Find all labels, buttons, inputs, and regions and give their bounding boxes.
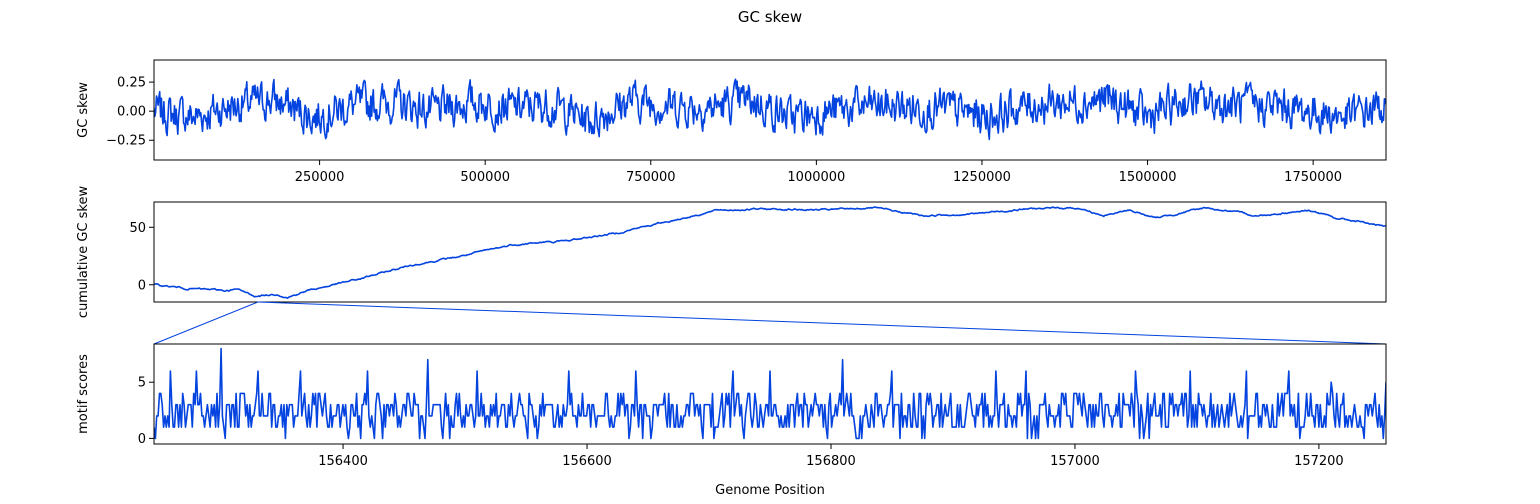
motif-axes-frame bbox=[153, 343, 1387, 445]
cumulative-y-tick-label: 0 bbox=[138, 278, 146, 293]
gc-skew-y-tick-label: 0.25 bbox=[117, 76, 146, 91]
motif-y-ticks: 05 bbox=[138, 376, 154, 447]
zoom-connector bbox=[153, 301, 1387, 345]
gc-skew-x-tick-label: 250000 bbox=[295, 170, 345, 185]
gc-skew-series-line bbox=[154, 78, 1386, 141]
gc-skew-x-tick-label: 1500000 bbox=[1119, 170, 1177, 185]
motif-series-line bbox=[154, 347, 1386, 440]
gc-skew-axes-frame bbox=[153, 59, 1387, 161]
motif-ylabel: motif scores bbox=[76, 354, 91, 434]
zoom-connector-left bbox=[153, 301, 259, 345]
cumulative-axes-frame bbox=[153, 201, 1387, 303]
cumulative-ylabel: cumulative GC skew bbox=[76, 186, 91, 319]
gc-skew-ylabel: GC skew bbox=[76, 82, 91, 138]
gc-skew-plot-area bbox=[154, 78, 1386, 141]
cumulative-y-tick-label: 50 bbox=[129, 221, 146, 236]
figure-title: GC skew bbox=[738, 8, 802, 26]
gc-skew-x-ticks: 250000 500000 750000 1000000 1250000 1500000 1… bbox=[295, 160, 1342, 185]
gc-skew-x-tick-label: 500000 bbox=[460, 170, 510, 185]
figure-xlabel: Genome Position bbox=[715, 483, 825, 498]
cumulative-plot-area bbox=[154, 206, 1386, 299]
cumulative-y-ticks: 0 50 bbox=[129, 221, 154, 293]
motif-x-tick-label: 157200 bbox=[1294, 454, 1344, 469]
motif-x-tick-label: 156600 bbox=[562, 454, 612, 469]
cumulative-series-line bbox=[154, 206, 1386, 299]
motif-x-tick-label: 156800 bbox=[806, 454, 856, 469]
gc-skew-x-tick-label: 1250000 bbox=[953, 170, 1011, 185]
zoom-connector-right bbox=[257, 301, 1387, 345]
gc-skew-y-tick-label: 0.00 bbox=[117, 105, 146, 120]
gc-skew-x-tick-label: 750000 bbox=[626, 170, 676, 185]
cumulative-gc-skew-panel: 0 50 cumulative GC skew bbox=[76, 186, 1387, 319]
gc-skew-y-ticks: −0.25 0.00 0.25 bbox=[106, 76, 154, 149]
gc-skew-x-tick-label: 1750000 bbox=[1284, 170, 1342, 185]
motif-scores-panel: 156400 156600 156800 157000 157200 05 motif … bbox=[76, 343, 1387, 469]
motif-x-tick-label: 156400 bbox=[318, 454, 368, 469]
motif-y-tick-label: 0 bbox=[138, 432, 146, 447]
gc-skew-y-tick-label: −0.25 bbox=[106, 134, 146, 149]
motif-y-tick-label: 5 bbox=[138, 376, 146, 391]
motif-plot-area bbox=[154, 347, 1386, 440]
gc-skew-panel: 250000 500000 750000 1000000 1250000 1500000 1… bbox=[76, 59, 1387, 185]
motif-x-tick-label: 157000 bbox=[1050, 454, 1100, 469]
motif-x-ticks: 156400 156600 156800 157000 157200 bbox=[318, 444, 1344, 469]
gc-skew-x-tick-label: 1000000 bbox=[787, 170, 845, 185]
